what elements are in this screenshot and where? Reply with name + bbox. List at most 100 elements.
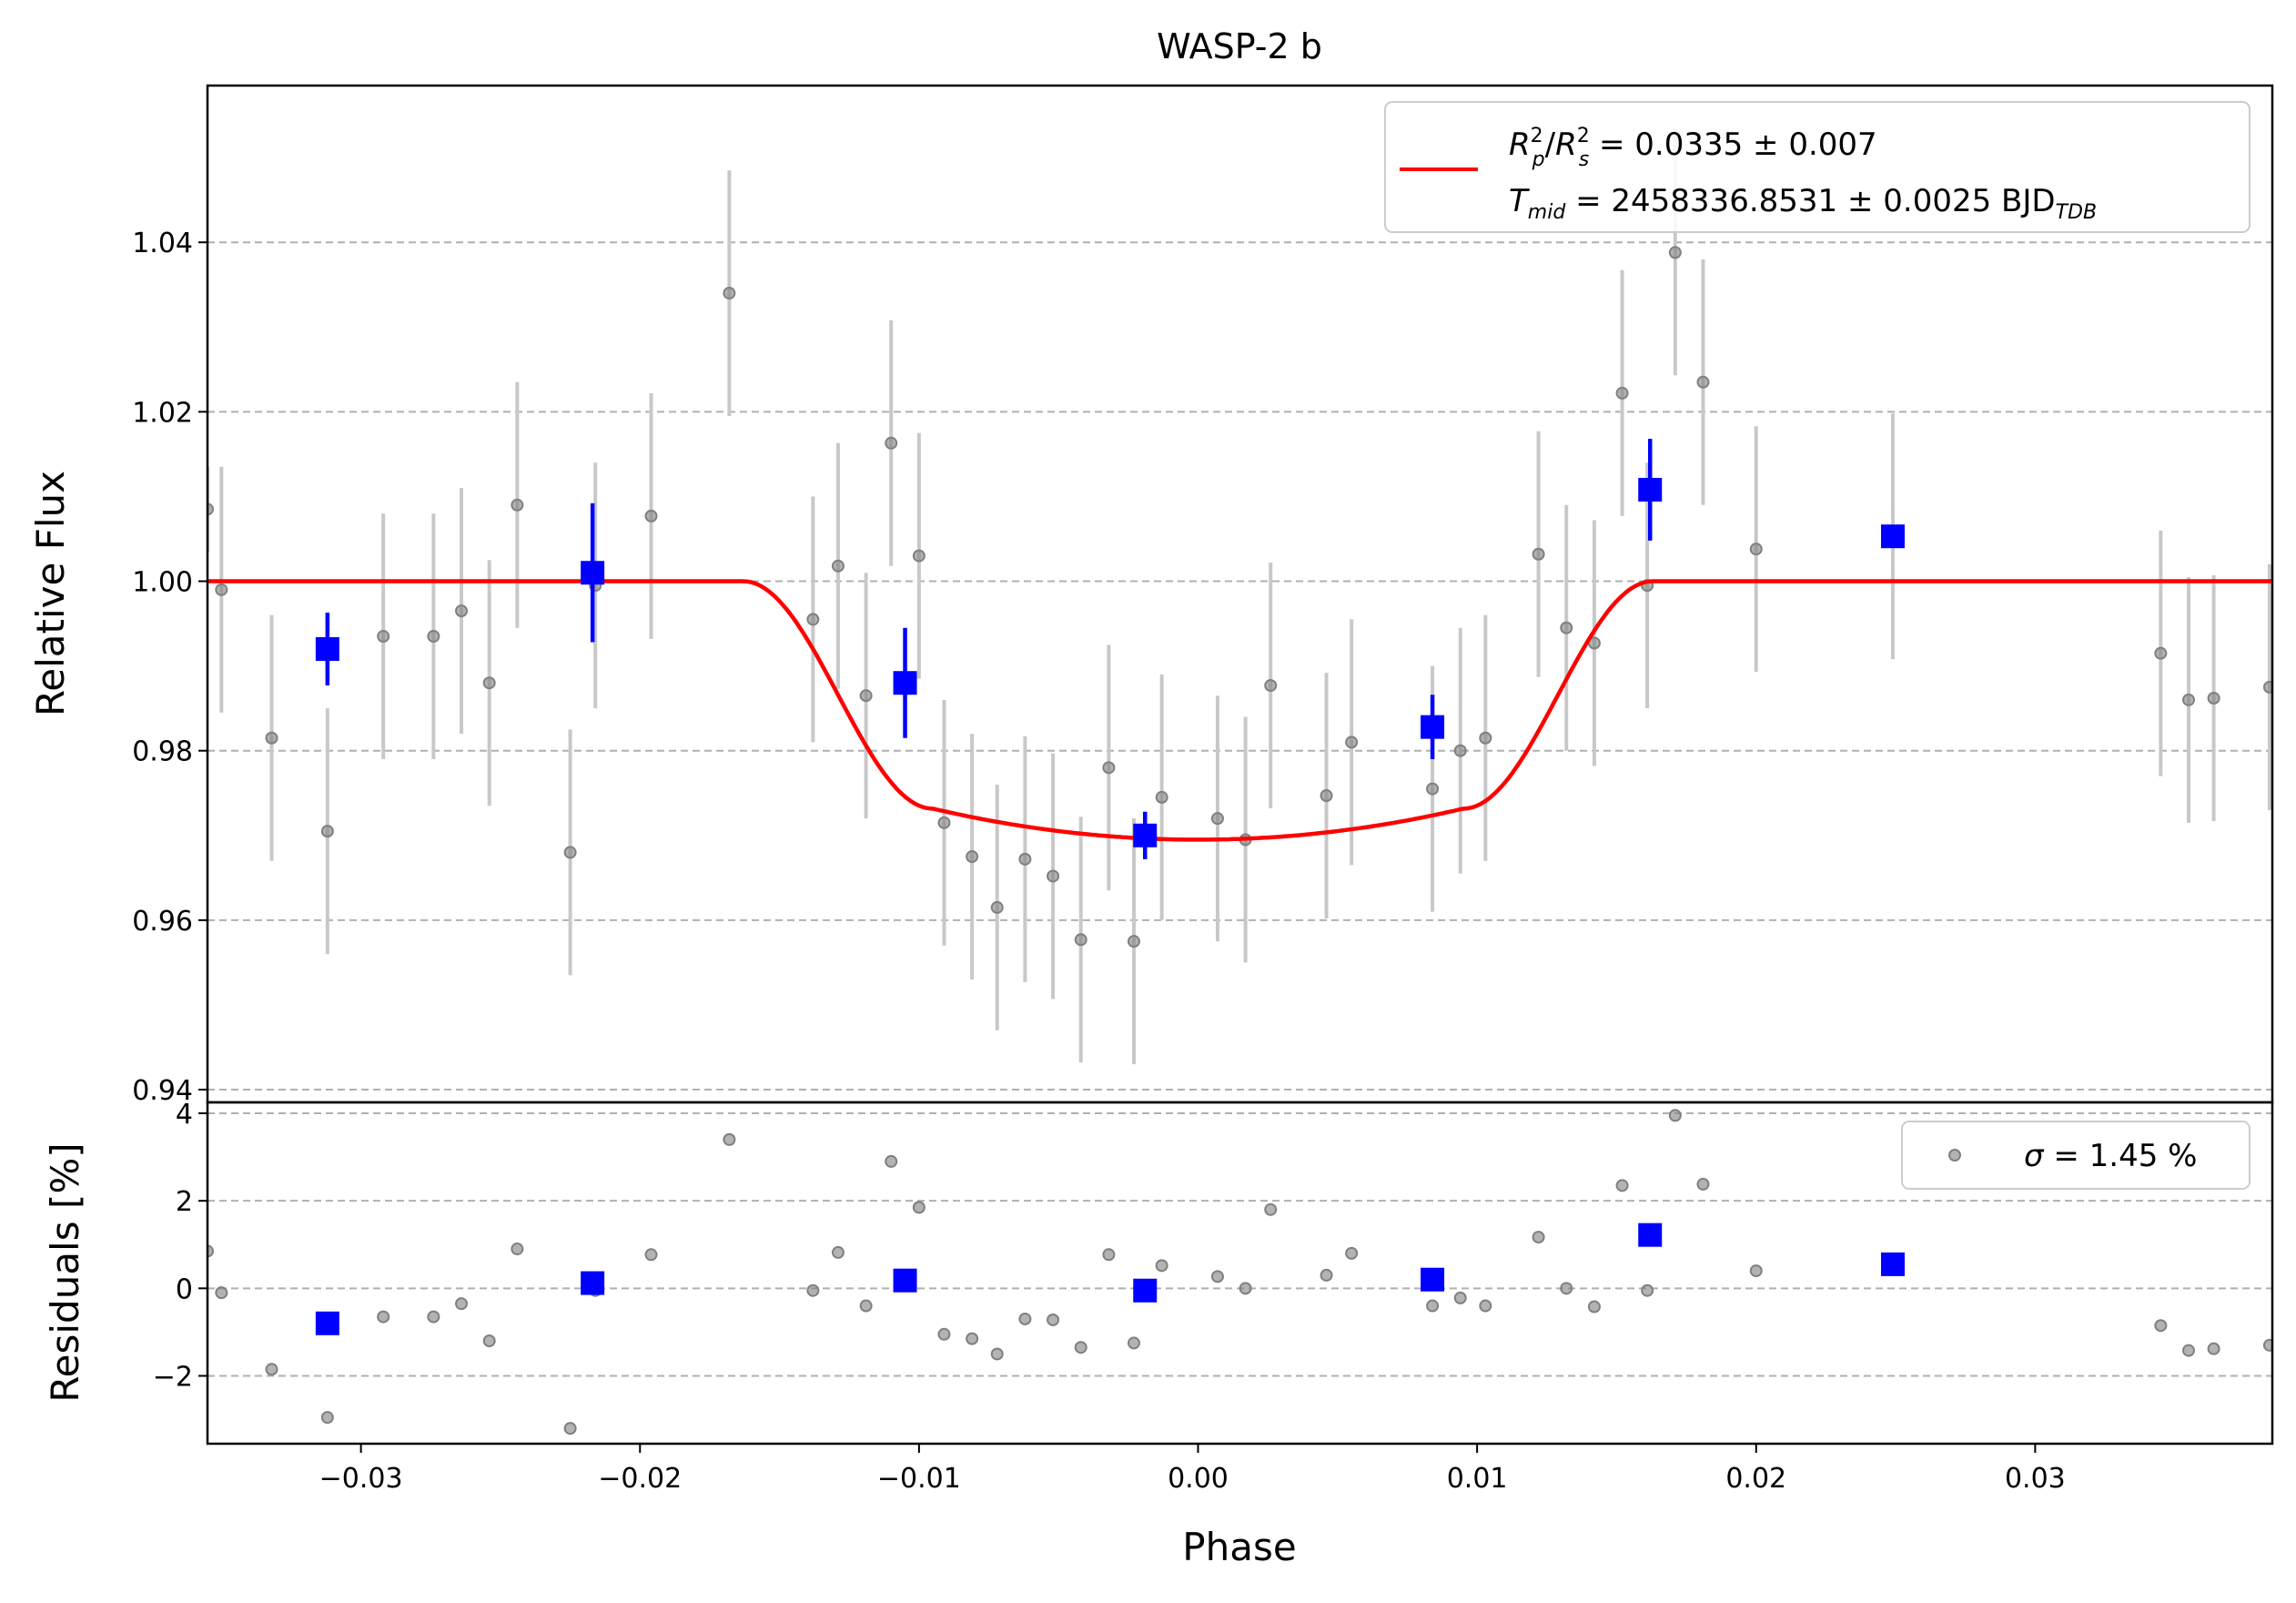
x-tick-label: 0.02 xyxy=(1725,1463,1786,1495)
residual-point xyxy=(377,1310,390,1324)
raw-point xyxy=(806,613,820,626)
raw-point xyxy=(831,559,845,573)
raw-point xyxy=(1696,375,1710,389)
residual-point xyxy=(1532,1231,1545,1244)
raw-point xyxy=(511,498,524,512)
raw-point xyxy=(207,502,214,516)
raw-point xyxy=(1749,543,1763,556)
raw-point xyxy=(2207,691,2220,705)
raw-point xyxy=(1047,869,1060,883)
legend-tmid-text: Tmid = 2458336.8531 ± 0.0025 BJDTDB xyxy=(1509,183,2097,224)
model-curve xyxy=(207,579,2272,842)
residual-point xyxy=(455,1297,469,1311)
residual-point xyxy=(1749,1264,1763,1278)
top-legend-box xyxy=(1384,101,2250,233)
raw-point xyxy=(377,630,390,644)
residual-point xyxy=(1560,1282,1573,1295)
binned-residual-point xyxy=(1421,1267,1445,1292)
residual-point xyxy=(885,1154,898,1168)
bottom-y-tick-label: 2 xyxy=(176,1186,193,1218)
residual-point xyxy=(859,1299,873,1313)
raw-point xyxy=(1018,852,1032,866)
binned-residual-point xyxy=(315,1311,339,1335)
top-y-tick-label: 0.96 xyxy=(132,906,193,938)
raw-point xyxy=(885,436,898,450)
residual-point xyxy=(1345,1246,1359,1260)
raw-point xyxy=(1560,621,1573,634)
top-y-ticks: 0.94 0.96 0.98 1.00 1.02 1.04 xyxy=(132,228,207,1107)
binned-point xyxy=(315,637,339,662)
bottom-data xyxy=(207,1109,2272,1436)
residual-point xyxy=(1264,1202,1278,1216)
x-tick-label: −0.03 xyxy=(319,1463,403,1495)
residual-point xyxy=(1453,1291,1467,1304)
binned-point xyxy=(893,671,917,695)
residual-point xyxy=(831,1245,845,1259)
binned-residual-point xyxy=(1638,1223,1663,1247)
raw-point xyxy=(1615,386,1629,400)
residual-point xyxy=(2182,1344,2196,1357)
raw-point xyxy=(723,287,736,300)
binned-residual-point xyxy=(581,1271,605,1295)
bottom-panel: −2 0 2 4 −0.03 −0.02 −0.01 0.00 0.01 0.02 0.03 Re… xyxy=(43,1099,2274,1569)
x-tick-label: −0.01 xyxy=(877,1463,961,1495)
top-y-tick-label: 0.94 xyxy=(132,1075,193,1107)
residual-point xyxy=(1074,1341,1087,1354)
raw-point xyxy=(2154,646,2168,660)
binned-point xyxy=(1421,715,1445,739)
x-tick-label: 0.01 xyxy=(1447,1463,1508,1495)
residual-point xyxy=(320,1411,334,1425)
bottom-y-ticks: −2 0 2 4 xyxy=(153,1099,207,1393)
residual-point xyxy=(1155,1259,1168,1273)
raw-point xyxy=(482,676,496,690)
binned-point xyxy=(1880,524,1905,549)
raw-point xyxy=(859,689,873,703)
raw-point xyxy=(966,850,979,864)
raw-point xyxy=(1345,736,1359,749)
residual-point xyxy=(1210,1270,1224,1283)
bottom-y-tick-label: 4 xyxy=(176,1099,193,1131)
residual-point xyxy=(723,1132,736,1146)
top-y-axis-label: Relative Flux xyxy=(28,471,73,716)
residual-point xyxy=(563,1422,577,1436)
top-legend: R2 p/R2 s = 0.0335 ± 0.007 Tmid = 2458336.… xyxy=(1384,101,2250,233)
raw-point xyxy=(427,630,440,644)
chart-title: WASP-2 b xyxy=(1157,26,1322,66)
residual-point xyxy=(1239,1282,1252,1295)
raw-point xyxy=(265,731,278,745)
raw-point xyxy=(455,604,469,618)
residual-point xyxy=(1018,1312,1032,1325)
raw-point xyxy=(563,846,577,859)
residual-point xyxy=(1102,1248,1116,1262)
residual-point xyxy=(912,1201,925,1214)
residual-point xyxy=(806,1283,820,1297)
raw-point xyxy=(912,549,925,563)
raw-point xyxy=(1102,761,1116,775)
raw-point xyxy=(1479,731,1492,745)
raw-point xyxy=(1668,246,1682,259)
residual-point xyxy=(1641,1283,1654,1297)
residual-point xyxy=(1047,1313,1060,1326)
top-y-tick-label: 1.04 xyxy=(132,228,193,259)
bottom-y-tick-label: −2 xyxy=(153,1361,193,1393)
residual-point xyxy=(482,1334,496,1348)
binned-residual-point xyxy=(1880,1252,1905,1276)
top-panel: 0.94 0.96 0.98 1.00 1.02 1.04 Relative Flux R… xyxy=(28,84,2274,1107)
top-y-tick-label: 1.02 xyxy=(132,397,193,429)
bottom-legend: σ = 1.45 % xyxy=(1901,1121,2250,1190)
residual-point xyxy=(427,1310,440,1324)
legend-residual-marker xyxy=(1948,1149,1961,1162)
raw-point xyxy=(644,509,658,522)
top-y-tick-label: 1.00 xyxy=(132,567,193,599)
residual-point xyxy=(1668,1109,1682,1122)
binned-point xyxy=(1638,478,1663,502)
x-tick-label: −0.02 xyxy=(598,1463,682,1495)
legend-depth-text: R2 p/R2 s = 0.0335 ± 0.007 xyxy=(1509,125,1877,171)
legend-sigma-text: σ = 1.45 % xyxy=(2024,1138,2197,1174)
bottom-y-tick-label: 0 xyxy=(176,1273,193,1305)
raw-point xyxy=(215,583,228,596)
raw-point xyxy=(1264,679,1278,693)
residual-point xyxy=(215,1286,228,1300)
raw-point xyxy=(2182,693,2196,706)
